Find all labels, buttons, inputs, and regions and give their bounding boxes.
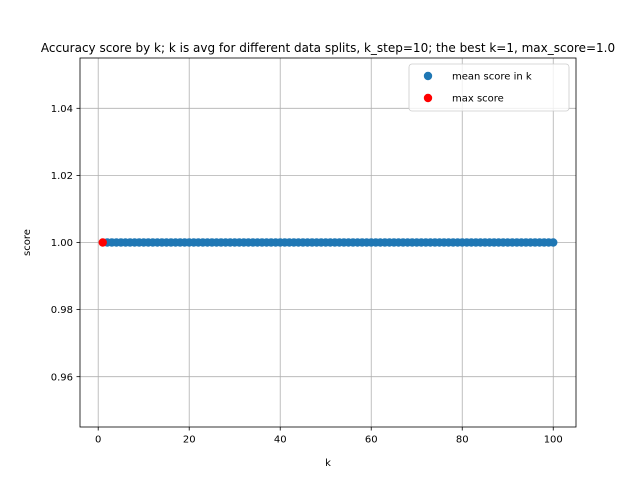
x-tick-label: 40 <box>274 435 287 446</box>
x-tick-label: 0 <box>95 435 101 446</box>
y-tick-label: 1.02 <box>51 171 73 182</box>
x-tick-label: 80 <box>456 435 469 446</box>
legend-marker-mean-score <box>423 71 433 81</box>
y-axis-label: score <box>22 229 33 256</box>
axis-ticks: 0 20 40 60 80 100 0.96 0.98 1.00 1.02 1.04 <box>51 104 563 446</box>
legend: mean score in k max score <box>408 63 570 112</box>
x-tick-label: 20 <box>183 435 196 446</box>
x-tick-label: 100 <box>544 435 563 446</box>
legend-box <box>408 63 570 112</box>
legend-label-mean-score: mean score in k <box>452 72 532 83</box>
y-tick-label: 1.04 <box>51 104 73 115</box>
legend-marker-max-score <box>423 93 433 103</box>
chart-title: Accuracy score by k; k is avg for differ… <box>41 41 615 55</box>
x-tick-label: 60 <box>365 435 378 446</box>
data-points <box>98 238 558 247</box>
mean-score-point <box>549 238 558 247</box>
legend-label-max-score: max score <box>452 94 504 105</box>
x-axis-label: k <box>325 458 331 469</box>
y-tick-label: 1.00 <box>51 238 73 249</box>
y-tick-label: 0.96 <box>51 372 73 383</box>
y-tick-label: 0.98 <box>51 305 73 316</box>
max-score-point <box>98 238 107 247</box>
